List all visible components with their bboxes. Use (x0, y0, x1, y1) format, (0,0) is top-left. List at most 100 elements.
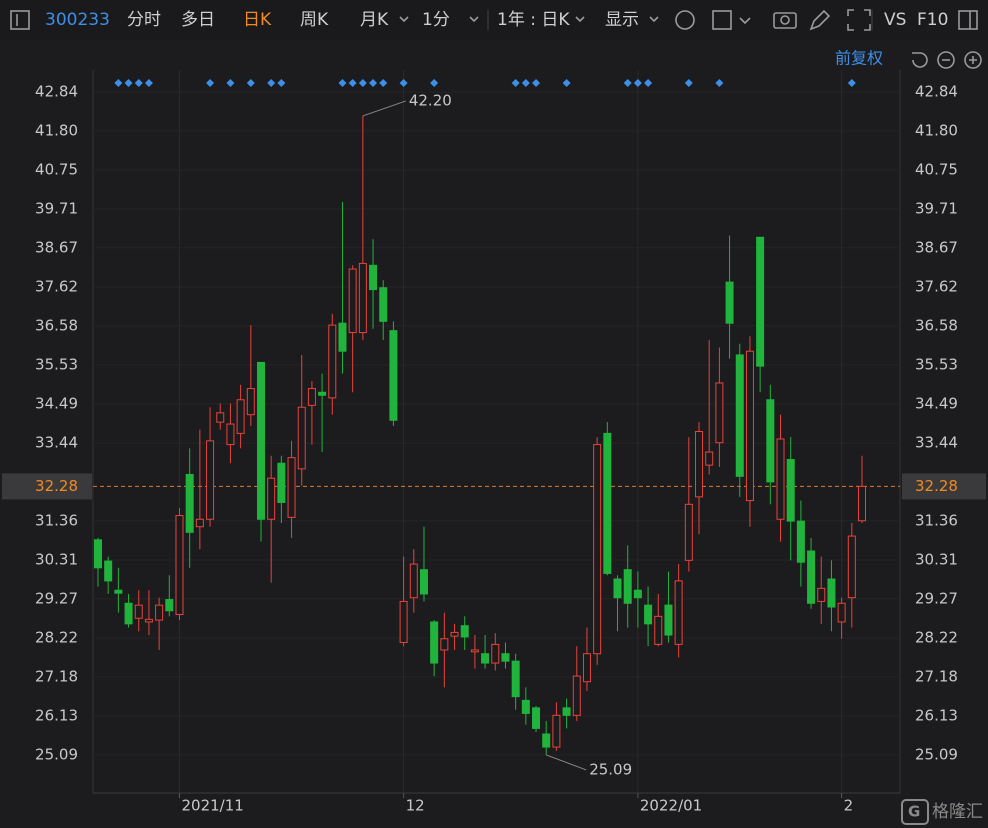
candle-body (501, 653, 510, 662)
candle-body (348, 268, 357, 334)
candle-body (328, 324, 337, 399)
vs-button[interactable]: VS (884, 10, 906, 30)
event-marker (644, 79, 653, 87)
checkbox-icon[interactable] (712, 10, 732, 30)
candle-body (114, 589, 123, 594)
tab[interactable]: 1分 (422, 10, 450, 30)
tab[interactable]: 日K (243, 10, 272, 30)
candle-body (572, 675, 581, 716)
candle-body (786, 459, 795, 522)
undo-icon[interactable] (912, 52, 928, 68)
candle-body (532, 707, 541, 729)
candle-body (674, 580, 683, 645)
y-tick-label: 28.22 (35, 629, 78, 647)
menu-icon[interactable] (10, 10, 30, 30)
watermark-logo (901, 799, 929, 825)
y-tick-label-right: 38.67 (915, 238, 958, 256)
annotation: 42.20 (409, 91, 452, 109)
zoom-in-icon[interactable] (964, 51, 982, 69)
event-marker (246, 79, 255, 87)
candle-body (307, 388, 316, 406)
event-marker (144, 79, 153, 87)
candle-body (297, 406, 306, 470)
candle-body (94, 539, 102, 569)
candle-body (593, 444, 602, 655)
candle-body (827, 578, 836, 608)
candle-body (562, 707, 571, 716)
candle-body (216, 412, 225, 423)
candle-body (491, 643, 500, 664)
candle-body (430, 621, 439, 664)
y-tick-label-right: 37.62 (915, 277, 958, 295)
y-tick-label: 26.13 (35, 707, 78, 725)
last-price-box-right (902, 473, 986, 500)
y-tick-label-right: 42.84 (915, 83, 958, 101)
candle-body (124, 602, 133, 625)
x-tick-label: 12 (406, 797, 425, 815)
candle-body (440, 638, 449, 651)
y-tick-label-right: 29.27 (915, 589, 958, 607)
tab-chevron (649, 16, 659, 23)
candle-body (511, 660, 520, 698)
tab[interactable]: 1年 : 日K (497, 10, 570, 30)
y-tick-label-right: 34.49 (915, 394, 958, 412)
y-tick-label: 29.27 (35, 589, 78, 607)
event-marker (633, 79, 642, 87)
camera-icon[interactable] (773, 12, 797, 29)
expand-icon[interactable] (847, 9, 871, 31)
candle-body (715, 382, 724, 444)
candle-body (287, 457, 296, 518)
f10-button[interactable]: F10 (917, 10, 948, 30)
candle-body (185, 473, 194, 533)
zoom-out-icon[interactable] (937, 51, 955, 69)
y-tick-label: 31.36 (35, 511, 78, 529)
tab[interactable]: 显示 (605, 10, 639, 30)
event-marker (226, 79, 235, 87)
candle-body (389, 330, 398, 421)
candle-body (603, 432, 612, 574)
candle-body (338, 322, 347, 352)
last-price-box (2, 473, 92, 500)
y-tick-label: 35.53 (35, 356, 78, 374)
y-tick-label-right: 33.44 (915, 434, 958, 452)
y-tick-label-right: 25.09 (915, 745, 958, 763)
candle-body (379, 287, 388, 322)
candle-body (684, 503, 693, 561)
candle-body (481, 653, 490, 664)
tab[interactable]: 月K (360, 10, 389, 30)
candle-body (246, 388, 255, 416)
candle-body (358, 262, 367, 334)
tab-chevron (469, 16, 479, 23)
event-marker (532, 79, 541, 87)
y-tick-label: 37.62 (35, 277, 78, 295)
y-tick-label: 38.67 (35, 238, 78, 256)
candle-body (277, 462, 286, 503)
adjust-mode[interactable]: 前复权 (835, 49, 883, 68)
last-price-label-right: 32.28 (915, 477, 958, 495)
panel-icon[interactable] (958, 10, 978, 30)
event-marker (379, 79, 388, 87)
dropdown-icon[interactable] (739, 17, 751, 25)
pencil-icon[interactable] (809, 9, 831, 31)
candle-body (256, 361, 265, 520)
event-marker (623, 79, 632, 87)
event-marker (684, 79, 693, 87)
y-tick-label: 27.18 (35, 667, 78, 685)
y-tick-label: 40.75 (35, 161, 78, 179)
candle-body (267, 477, 276, 520)
stock-code[interactable]: 300233 (45, 10, 110, 30)
toolbar-bg (0, 0, 988, 40)
y-tick-label-right: 41.80 (915, 121, 958, 139)
event-marker (114, 79, 123, 87)
annotation-leader (546, 754, 587, 771)
tab[interactable]: 周K (300, 10, 329, 30)
annotation-leader (362, 100, 407, 117)
candle-body (705, 451, 714, 466)
y-tick-label: 30.31 (35, 550, 78, 568)
settings-icon[interactable] (675, 10, 695, 30)
tab[interactable]: 分时 (127, 10, 161, 30)
candle-body (460, 625, 469, 638)
event-marker (369, 79, 378, 87)
tab[interactable]: 多日 (181, 10, 215, 30)
